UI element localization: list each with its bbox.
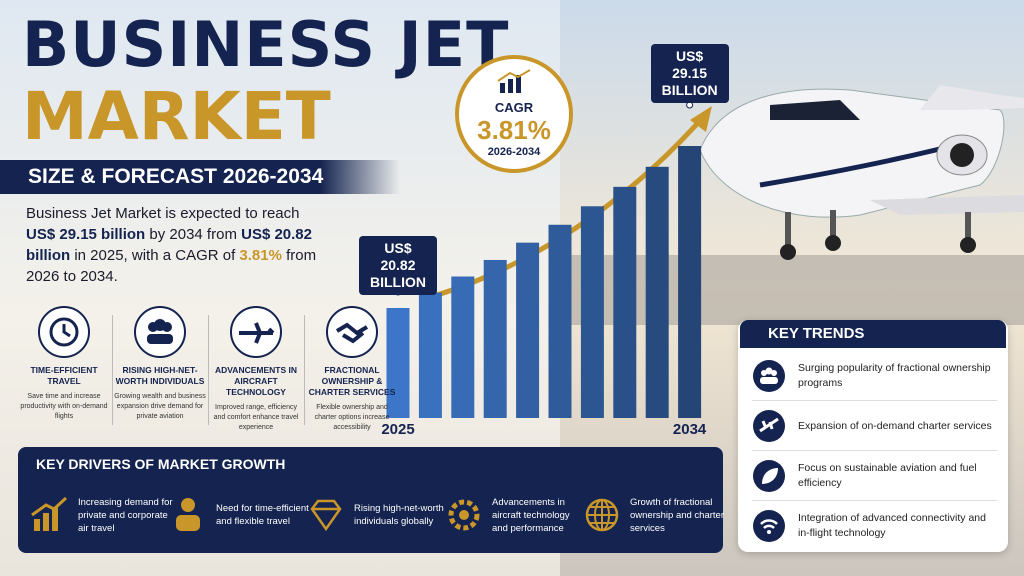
trend: Expansion of on-demand charter services: [752, 402, 997, 451]
title: MARKET: [22, 78, 331, 155]
bar: [386, 308, 410, 418]
factor: RISING HIGH-NET-WORTH INDIVIDUALS Growing…: [114, 305, 206, 422]
bar: [645, 166, 669, 418]
x-tick-label: 2034: [673, 421, 707, 438]
factor: ADVANCEMENTS IN AIRCRAFT TECHNOLOGY Impro…: [210, 305, 302, 433]
trends-panel: [738, 320, 1008, 552]
separator: [112, 315, 113, 425]
description-text: from 2026 to 2034.: [26, 247, 317, 285]
bar: [678, 146, 702, 418]
trend: Focus on sustainable aviation and fuel e…: [752, 452, 997, 501]
drivers-title: KEY DRIVERS OF MARKET GROWTH: [36, 456, 286, 472]
description-text: Business Jet Market is expected to reach: [26, 205, 300, 222]
driver: Advancements in aircraft technology and …: [444, 490, 587, 540]
driver-icon: [585, 498, 619, 532]
factor-icon: [38, 306, 90, 358]
factor-title: TIME-EFFICIENT TRAVEL: [30, 365, 98, 386]
description-text: by 2034 from: [145, 226, 242, 243]
cagr-badge: CAGR 3.81% 2026-2034: [455, 55, 573, 173]
driver-text: Growth of fractional ownership and chart…: [630, 496, 724, 534]
subtitle: SIZE & FORECAST 2026-2034: [0, 160, 400, 194]
trend-text: Integration of advanced connectivity and…: [798, 512, 986, 539]
factor-text: Save time and increase productivity with…: [20, 393, 108, 420]
cagr-period: 2026-2034: [487, 146, 541, 158]
trend: Integration of advanced connectivity and…: [752, 502, 997, 550]
trend-text: Surging popularity of fractional ownersh…: [798, 362, 991, 389]
driver: Increasing demand for private and corpor…: [30, 490, 173, 540]
jet: [699, 85, 1024, 260]
value-label: US$ 29.15 BILLION: [650, 44, 729, 103]
factor-title: RISING HIGH-NET-WORTH INDIVIDUALS: [115, 365, 205, 386]
driver-text: Rising high-net-worth individuals global…: [354, 503, 444, 527]
description-text: 3.81%: [239, 247, 282, 264]
bar: [580, 206, 604, 418]
factor-icon: [230, 306, 282, 358]
trend-text: Expansion of on-demand charter services: [798, 419, 992, 432]
driver-icon: [310, 499, 342, 532]
factor-title: FRACTIONAL OWNERSHIP & CHARTER SERVICES: [308, 365, 396, 397]
factor-text: Growing wealth and business expansion dr…: [114, 393, 206, 420]
description: Business Jet Market is expected to reach…: [26, 203, 326, 287]
factor-text: Improved range, efficiency and comfort e…: [213, 404, 299, 431]
driver-icon: [31, 496, 68, 531]
trend: Surging popularity of fractional ownersh…: [752, 352, 997, 401]
driver-text: Increasing demand for private and corpor…: [78, 496, 173, 534]
driver: Need for time-efficient and flexible tra…: [168, 490, 311, 540]
title: BUSINESS JET: [22, 8, 510, 81]
trend-icon: [753, 510, 785, 542]
bar: [483, 259, 507, 418]
driver-text: Advancements in aircraft technology and …: [492, 496, 570, 534]
description-text: US$ 20.82 billion: [26, 226, 312, 264]
factor-text: Flexible ownership and charter options i…: [314, 404, 390, 431]
trend-icon: [753, 460, 785, 492]
value-label: US$ 20.82 BILLION: [359, 236, 437, 295]
driver-icon: [176, 498, 200, 531]
bar: [451, 276, 475, 418]
separator: [304, 315, 305, 425]
description-text: US$ 29.15 billion: [26, 226, 146, 243]
factor-icon: [134, 306, 186, 358]
factor: TIME-EFFICIENT TRAVEL Save time and incre…: [18, 305, 110, 422]
cagr-label: CAGR: [494, 100, 534, 115]
arrow-head: [690, 106, 712, 132]
trend-icon: [753, 410, 785, 442]
bar: [516, 242, 540, 418]
cagr-value: 3.81%: [477, 115, 551, 145]
driver-text: Need for time-efficient and flexible tra…: [216, 503, 309, 527]
factor-title: ADVANCEMENTS IN AIRCRAFT TECHNOLOGY: [214, 365, 297, 397]
bar: [613, 186, 637, 418]
separator: [208, 315, 209, 425]
driver-icon: [448, 499, 480, 531]
bar: [548, 224, 572, 418]
description-text: in 2025, with a CAGR of: [70, 247, 240, 264]
bar: [418, 292, 442, 418]
driver: Growth of fractional ownership and chart…: [582, 490, 725, 540]
trend-text: Focus on sustainable aviation and fuel e…: [798, 462, 977, 489]
driver: Rising high-net-worth individuals global…: [306, 490, 449, 540]
bar-chart: 2025 2034: [381, 101, 712, 438]
factor-icon: [326, 306, 378, 358]
growth-icon: [497, 69, 531, 93]
trends-title: KEY TRENDS: [740, 320, 1006, 348]
factor: FRACTIONAL OWNERSHIP & CHARTER SERVICES F…: [306, 305, 398, 433]
x-tick-label: 2025: [381, 421, 414, 438]
trend-icon: [753, 360, 785, 392]
